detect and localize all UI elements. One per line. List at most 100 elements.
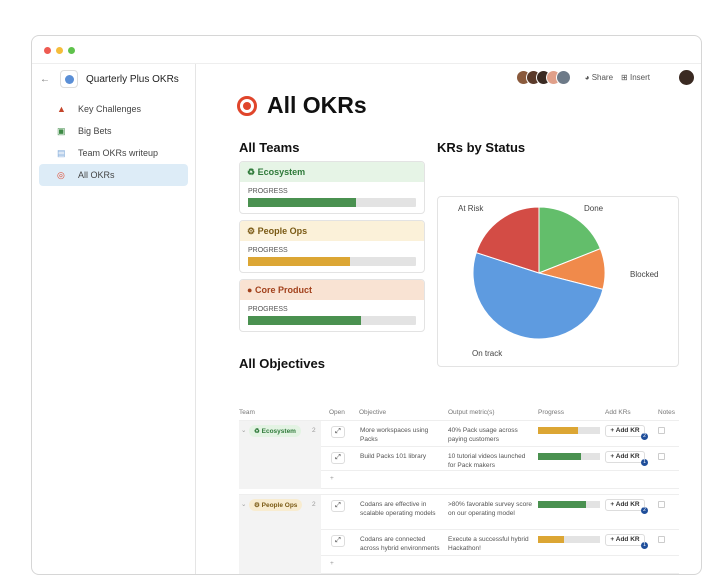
column-header: Notes (658, 409, 675, 416)
insert-label: Insert (629, 73, 650, 82)
document-icon: ▤ (57, 147, 66, 158)
metric-cell[interactable]: 10 tutorial videos launched for Pack mak… (448, 453, 526, 469)
add-row-button[interactable]: + (330, 560, 334, 567)
objective-cell[interactable]: More workspaces using Packs (360, 427, 429, 443)
pie-slice-on-track[interactable] (472, 251, 604, 340)
minimize-window-button[interactable] (56, 47, 63, 54)
sidebar-item-label: Key Challenges (78, 104, 142, 114)
progress-bar (248, 257, 416, 266)
sidebar-item-key-challenges[interactable]: ▲ Key Challenges (39, 98, 188, 120)
team-name: Ecosystem (257, 167, 306, 177)
pie-slice-done[interactable] (538, 206, 602, 274)
recycle-icon: ♻ (247, 167, 256, 177)
expand-icon: ⤢ (335, 428, 341, 435)
apple-icon: ● (247, 285, 253, 295)
column-header: Output metric(s) (448, 409, 495, 416)
maximize-window-button[interactable] (68, 47, 75, 54)
progress-bar (538, 501, 600, 508)
progress-fill (538, 427, 579, 434)
globe-icon: ◕ (584, 73, 590, 82)
column-header: Add KRs (605, 409, 631, 416)
pie-label: On track (472, 349, 503, 358)
doc-title: Quarterly Plus OKRs (86, 73, 179, 85)
notes-icon[interactable] (658, 536, 665, 543)
sidebar-item-all-okrs[interactable]: ◎ All OKRs (39, 164, 188, 186)
insert-button[interactable]: ⊞ Insert (621, 73, 650, 82)
notes-icon[interactable] (658, 427, 665, 434)
app-window: ← Quarterly Plus OKRs ▲ Key Challenges ▣ B… (31, 35, 702, 575)
chevron-down-icon[interactable]: ⌄ (241, 427, 247, 434)
team-card[interactable]: ♻ Ecosystem PROGRESS (239, 161, 425, 214)
sidebar-item-team-okrs-writeup[interactable]: ▤ Team OKRs writeup (39, 142, 188, 164)
open-row-button[interactable]: ⤢ (331, 452, 345, 464)
title-bar (32, 36, 701, 64)
kr-count-badge: 1 (641, 459, 648, 466)
page-title: All OKRs (237, 92, 367, 119)
pie-chart-card: Done Blocked On track At Risk (437, 196, 679, 367)
team-icon: ♻ (254, 428, 260, 435)
team-card[interactable]: ● Core Product PROGRESS (239, 279, 425, 332)
progress-fill (538, 536, 565, 543)
chevron-down-icon[interactable]: ⌄ (241, 501, 247, 508)
team-pill[interactable]: ⚙ People Ops (249, 499, 303, 511)
sidebar: ← Quarterly Plus OKRs ▲ Key Challenges ▣ B… (32, 64, 196, 574)
money-icon: ▣ (57, 125, 66, 136)
table-row: ⤢ More workspaces using Packs 40% Pack u… (321, 421, 679, 447)
close-window-button[interactable] (44, 47, 51, 54)
table-row: ⤢ Codans are connected across hybrid env… (321, 530, 679, 556)
add-row-button[interactable]: + (330, 475, 334, 482)
volcano-icon: ▲ (57, 104, 66, 114)
progress-bar (248, 316, 416, 325)
team-name: Core Product (254, 285, 312, 295)
metric-cell[interactable]: >80% favorable survey score on our opera… (448, 501, 533, 517)
objective-cell[interactable]: Codans are connected across hybrid envir… (360, 536, 440, 552)
row-count: 2 (312, 501, 316, 508)
share-button[interactable]: ◕ Share (585, 73, 613, 82)
progress-bar (538, 427, 600, 434)
objective-cell[interactable]: Codans are effective in scalable operati… (360, 501, 436, 517)
kr-count-badge: 2 (641, 433, 648, 440)
expand-icon: ⤢ (335, 537, 341, 544)
share-label: Share (591, 73, 614, 82)
add-kr-button[interactable]: + Add KR (605, 499, 645, 511)
team-group: ⌄ ⚙ People Ops 2 ⤢ Codans are effective … (239, 494, 679, 574)
kr-count-badge: 2 (641, 507, 648, 514)
add-row: + (321, 556, 679, 574)
progress-fill (538, 453, 582, 460)
team-group: ⌄ ♻ Ecosystem 2 ⤢ More workspaces using … (239, 420, 679, 489)
team-name: People Ops (261, 502, 298, 509)
add-row: + (321, 471, 679, 489)
notes-icon[interactable] (658, 453, 665, 460)
progress-bar (248, 198, 416, 207)
team-pill[interactable]: ♻ Ecosystem (249, 425, 301, 437)
collaborator-avatars[interactable] (515, 70, 571, 85)
table-row: ⤢ Codans are effective in scalable opera… (321, 495, 679, 530)
team-card[interactable]: ⚙ People Ops PROGRESS (239, 220, 425, 273)
doc-header: ← Quarterly Plus OKRs (32, 64, 195, 94)
table-row: ⤢ Build Packs 101 library 10 tutorial vi… (321, 447, 679, 471)
back-arrow-icon[interactable]: ← (40, 73, 50, 85)
open-row-button[interactable]: ⤢ (331, 535, 345, 547)
team-card-header: ⚙ People Ops (240, 221, 424, 241)
objective-cell[interactable]: Build Packs 101 library (360, 453, 427, 460)
metric-cell[interactable]: Execute a successful hybrid Hackathon! (448, 536, 529, 552)
team-icon: ⚙ (254, 502, 260, 509)
add-kr-button[interactable]: + Add KR (605, 451, 645, 463)
user-avatar[interactable] (678, 69, 695, 86)
open-row-button[interactable]: ⤢ (331, 426, 345, 438)
add-kr-button[interactable]: + Add KR (605, 425, 645, 437)
open-row-button[interactable]: ⤢ (331, 500, 345, 512)
pie-slice-at-risk[interactable] (475, 206, 540, 274)
metric-cell[interactable]: 40% Pack usage across paying customers (448, 427, 518, 443)
team-name: Ecosystem (261, 428, 296, 435)
chart-title: KRs by Status (437, 140, 526, 155)
progress-fill (248, 316, 361, 325)
sidebar-item-label: Big Bets (78, 126, 112, 136)
column-header: Open (329, 409, 345, 416)
progress-label: PROGRESS (248, 188, 288, 195)
notes-icon[interactable] (658, 501, 665, 508)
sidebar-item-big-bets[interactable]: ▣ Big Bets (39, 120, 188, 142)
team-name: People Ops (257, 226, 308, 236)
gear-icon: ⚙ (247, 226, 256, 236)
add-kr-button[interactable]: + Add KR (605, 534, 645, 546)
